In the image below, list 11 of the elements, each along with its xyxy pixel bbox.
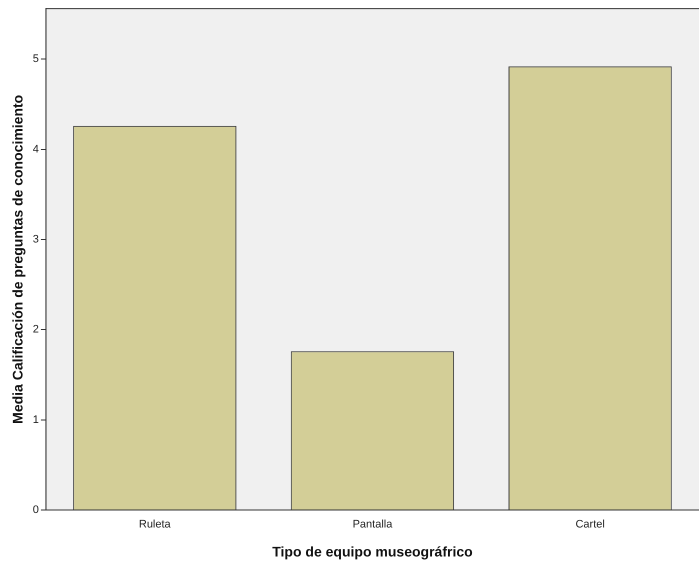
y-tick-label: 3 — [32, 233, 39, 246]
x-tick-label: Pantalla — [352, 518, 394, 531]
y-axis-title: Media Calificación de preguntas de conocimiento — [9, 94, 26, 424]
y-tick-label: 2 — [32, 324, 39, 336]
y-tick-label: 1 — [32, 414, 39, 426]
x-tick-label: Ruleta — [138, 518, 172, 531]
y-tick-label: 5 — [32, 53, 39, 66]
y-tick-label: 4 — [32, 143, 39, 156]
x-tick-label: Cartel — [575, 518, 605, 531]
y-tick-label: 0 — [32, 504, 39, 516]
x-axis-title: Tipo de equipo museográfrico — [272, 543, 473, 560]
